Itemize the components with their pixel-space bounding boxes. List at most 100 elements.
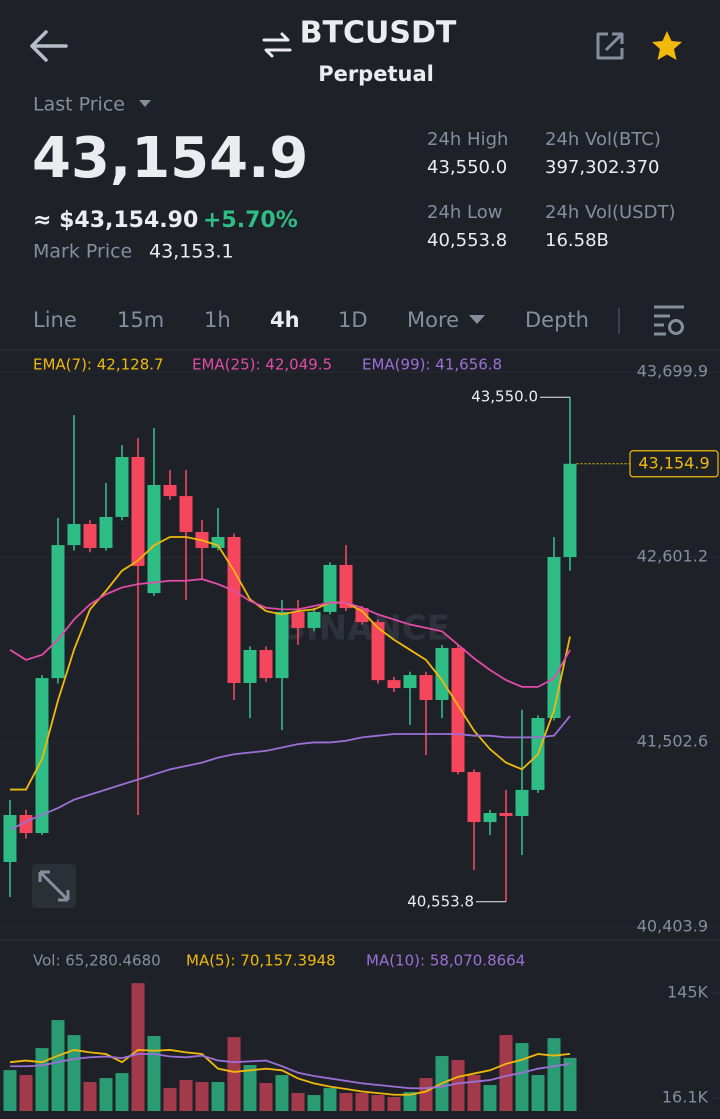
volume-bar bbox=[563, 1057, 577, 1111]
volume-bar bbox=[467, 1075, 481, 1111]
volume-bar bbox=[515, 1043, 529, 1111]
last-price-label: 43,154.9 bbox=[638, 453, 709, 472]
annotation-label: 43,550.0 bbox=[471, 388, 538, 406]
volume-bar bbox=[387, 1097, 401, 1111]
candle-body bbox=[563, 463, 577, 558]
tab[interactable]: 4h bbox=[270, 308, 300, 332]
y-tick-label: 16.1K bbox=[662, 1087, 709, 1106]
candle-body bbox=[227, 537, 241, 683]
star-icon bbox=[652, 31, 682, 60]
indicator-line bbox=[9, 578, 571, 688]
legend-entry: EMA(99): 41,656.8 bbox=[362, 356, 502, 374]
candle-body bbox=[147, 484, 161, 594]
dropdown-caret bbox=[139, 100, 151, 107]
candle-body bbox=[323, 564, 337, 612]
stat-label: 24h Vol(BTC) bbox=[545, 129, 661, 150]
indicator-line bbox=[10, 1053, 571, 1090]
volume-chart: 145K 16.1K Vol: 65,280.4680 MA(5): 70,157.3… bbox=[3, 952, 720, 1111]
volume-bar bbox=[403, 1092, 417, 1111]
candle-body bbox=[99, 516, 113, 548]
indicator-line bbox=[10, 536, 571, 791]
stat-label: 24h Low bbox=[427, 202, 502, 223]
volume-bar bbox=[243, 1065, 257, 1111]
stat-value: 40,553.8 bbox=[427, 230, 507, 251]
last-price-label[interactable]: Last Price bbox=[33, 94, 125, 116]
mark-price-label: Mark Price bbox=[33, 241, 132, 263]
volume-bar bbox=[67, 1035, 81, 1111]
candle-body bbox=[419, 675, 433, 700]
volume-legend: Vol: 65,280.4680 bbox=[33, 952, 161, 970]
y-tick-label: 145K bbox=[667, 983, 709, 1002]
candle-body bbox=[115, 457, 129, 517]
candle-body bbox=[131, 457, 145, 566]
candle-body bbox=[339, 564, 353, 609]
candle-body bbox=[499, 812, 513, 817]
y-tick-label: 41,502.6 bbox=[637, 731, 708, 750]
volume-bar bbox=[179, 1079, 193, 1111]
fullscreen-icon bbox=[38, 870, 70, 902]
tab[interactable]: 15m bbox=[117, 308, 164, 332]
volume-bar bbox=[3, 1070, 17, 1111]
price-change: +5.70% bbox=[203, 208, 298, 233]
volume-bar bbox=[451, 1060, 465, 1111]
candle-body bbox=[211, 537, 225, 548]
tab[interactable]: More bbox=[407, 308, 459, 332]
swap-arrows bbox=[262, 32, 292, 58]
volume-bar bbox=[547, 1038, 561, 1111]
swap-icon[interactable] bbox=[262, 32, 292, 58]
volume-bar bbox=[83, 1082, 97, 1111]
candle-body bbox=[483, 812, 497, 823]
volume-bar bbox=[195, 1082, 209, 1111]
tab[interactable]: Depth bbox=[525, 308, 589, 332]
favorite-button[interactable] bbox=[652, 31, 682, 60]
y-tick-label: 43,699.9 bbox=[637, 362, 708, 381]
interval-tabs: Line 15m 1h 4h 1D More Depth bbox=[33, 308, 589, 332]
usd-price: ≈ $43,154.90 bbox=[33, 208, 198, 233]
dropdown-caret bbox=[469, 315, 485, 324]
volume-bar bbox=[19, 1075, 33, 1111]
fullscreen-button[interactable] bbox=[32, 864, 76, 908]
back-button[interactable] bbox=[30, 30, 68, 62]
volume-bar bbox=[35, 1048, 49, 1111]
volume-bar bbox=[275, 1075, 289, 1111]
volume-bar bbox=[499, 1035, 513, 1111]
settings-gear bbox=[668, 319, 684, 335]
legend-entry: EMA(25): 42,049.5 bbox=[192, 356, 332, 374]
legend-entry: MA(5): 70,157.3948 bbox=[186, 952, 336, 970]
candle-body bbox=[179, 496, 193, 532]
stat-value: 16.58B bbox=[545, 230, 609, 251]
share-button[interactable] bbox=[596, 32, 624, 60]
stat-label: 24h Vol(USDT) bbox=[545, 202, 675, 223]
candle-body bbox=[547, 557, 561, 719]
last-price: 43,154.9 bbox=[32, 126, 308, 191]
volume-bar bbox=[163, 1088, 177, 1111]
volume-bar bbox=[339, 1093, 353, 1111]
candle-body bbox=[163, 484, 177, 497]
candle-body bbox=[35, 678, 49, 834]
tab[interactable]: Line bbox=[33, 308, 77, 332]
candle-body bbox=[275, 611, 289, 679]
chart-settings-button[interactable] bbox=[654, 305, 684, 336]
legend-entry: MA(10): 58,070.8664 bbox=[366, 952, 525, 970]
volume-bar bbox=[371, 1095, 385, 1111]
y-tick-label: 40,403.9 bbox=[637, 917, 708, 936]
indicator-line bbox=[9, 715, 571, 831]
volume-bar bbox=[355, 1093, 369, 1111]
tab[interactable]: 1h bbox=[204, 308, 231, 332]
y-tick-label: 42,601.2 bbox=[637, 547, 708, 566]
volume-bar bbox=[211, 1082, 225, 1111]
tab[interactable]: 1D bbox=[338, 308, 368, 332]
candle-body bbox=[355, 608, 369, 623]
candle-body bbox=[243, 649, 257, 683]
back-arrow bbox=[30, 30, 68, 62]
volume-bar bbox=[99, 1078, 113, 1111]
volume-bar bbox=[131, 983, 145, 1111]
volume-bar bbox=[115, 1073, 129, 1111]
volume-bar bbox=[307, 1095, 321, 1111]
stat-value: 43,550.0 bbox=[427, 157, 507, 178]
candle-body bbox=[259, 649, 273, 679]
symbol-title: BTCUSDT bbox=[300, 16, 457, 51]
candle-body bbox=[515, 789, 529, 817]
